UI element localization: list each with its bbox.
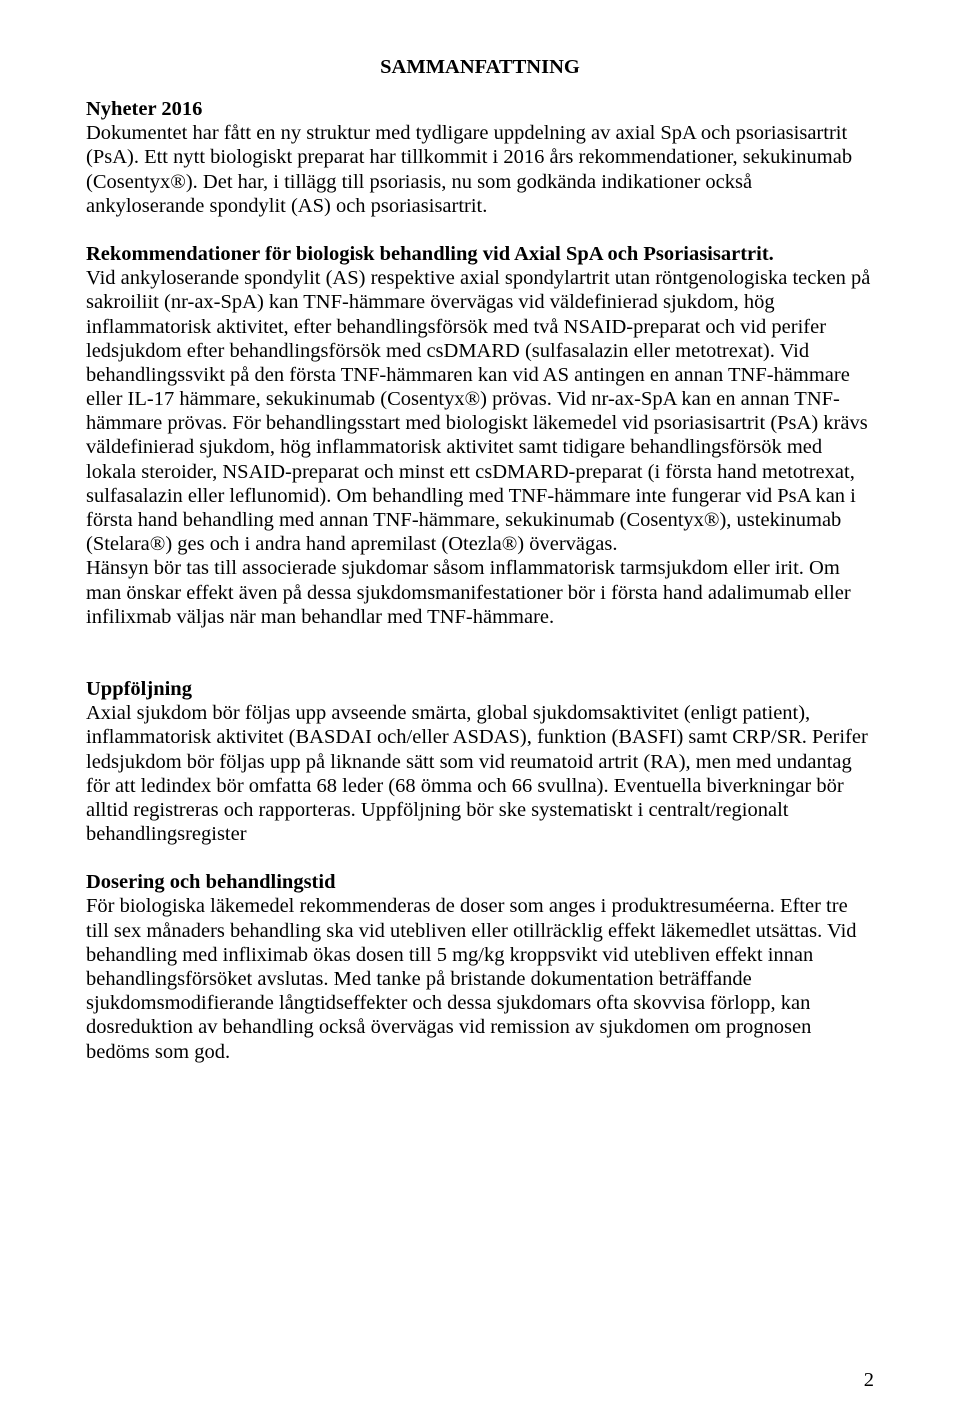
- section-uppfoljning: Uppföljning Axial sjukdom bör följas upp…: [86, 677, 874, 846]
- heading-uppfoljning: Uppföljning: [86, 677, 874, 701]
- document-page: SAMMANFATTNING Nyheter 2016 Dokumentet h…: [0, 0, 960, 1418]
- heading-dosering: Dosering och behandlingstid: [86, 870, 874, 894]
- heading-rekommendationer: Rekommendationer för biologisk behandlin…: [86, 242, 874, 266]
- section-dosering: Dosering och behandlingstid För biologis…: [86, 870, 874, 1064]
- body-nyheter: Dokumentet har fått en ny struktur med t…: [86, 121, 874, 218]
- heading-nyheter: Nyheter 2016: [86, 97, 874, 121]
- spacer: [86, 629, 874, 677]
- body-rekommendationer-2: Hänsyn bör tas till associerade sjukdoma…: [86, 556, 874, 629]
- document-title: SAMMANFATTNING: [86, 56, 874, 79]
- body-rekommendationer-1: Vid ankyloserande spondylit (AS) respekt…: [86, 266, 874, 556]
- section-rekommendationer: Rekommendationer för biologisk behandlin…: [86, 242, 874, 629]
- section-nyheter: Nyheter 2016 Dokumentet har fått en ny s…: [86, 97, 874, 218]
- body-dosering: För biologiska läkemedel rekommenderas d…: [86, 894, 874, 1063]
- body-uppfoljning: Axial sjukdom bör följas upp avseende sm…: [86, 701, 874, 846]
- page-number: 2: [864, 1369, 874, 1392]
